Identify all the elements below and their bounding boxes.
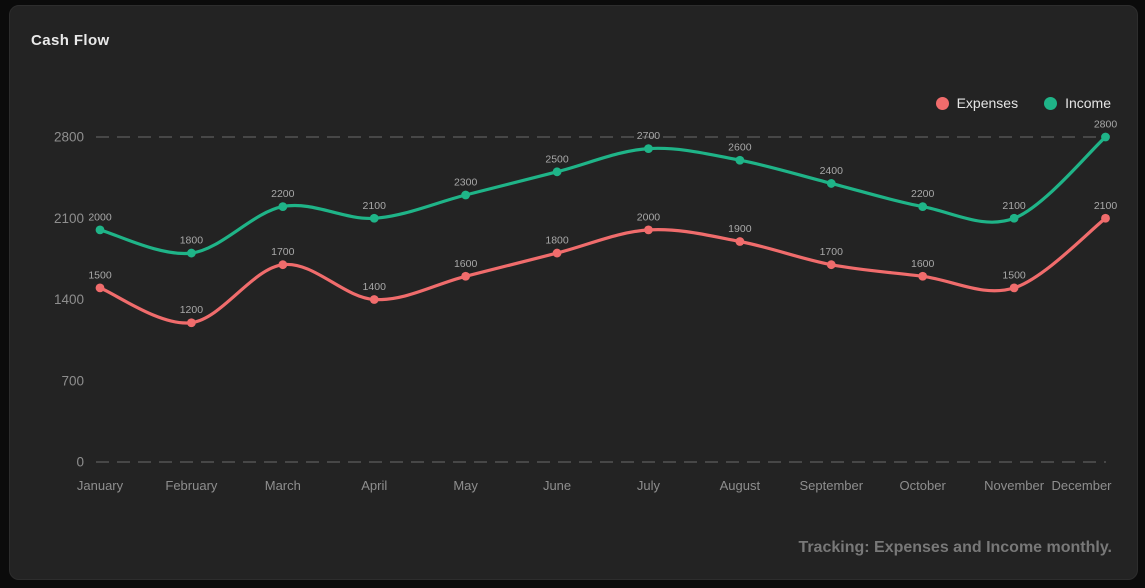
point-label-income: 2200 [911,188,935,200]
point-label-expenses: 1700 [271,246,295,258]
y-tick-label: 1400 [54,292,84,307]
data-point-income-april[interactable] [369,213,379,223]
x-tick-label-february: February [165,478,218,493]
point-label-income: 2600 [728,142,752,154]
data-point-income-january[interactable] [95,225,105,235]
point-label-expenses: 1600 [911,258,935,270]
expenses-legend-dot-icon [935,96,949,110]
point-label-expenses: 2000 [637,211,661,223]
x-tick-label-july: July [637,478,661,493]
x-tick-label-august: August [720,478,761,493]
point-label-income: 2000 [88,211,112,223]
point-label-income: 2500 [545,153,569,165]
data-point-expenses-august[interactable] [735,237,745,246]
x-tick-label-october: October [900,478,947,493]
legend-item-expenses[interactable]: Expenses [935,95,1019,111]
point-label-income: 2700 [637,130,661,142]
data-point-expenses-march[interactable] [278,260,288,270]
series-line-income [98,135,1108,256]
y-tick-label: 2800 [54,130,84,145]
point-label-income: 2200 [271,188,295,200]
data-point-income-may[interactable] [461,190,471,200]
data-point-income-november[interactable] [1009,213,1019,223]
point-label-expenses: 1800 [545,235,569,247]
data-point-expenses-july[interactable] [644,225,653,235]
y-tick-label: 0 [76,455,84,470]
chart-title: Cash Flow [31,32,110,49]
legend-label-income: Income [1065,95,1111,111]
x-tick-label-june: June [543,478,571,493]
point-label-expenses: 1500 [1002,269,1026,281]
x-tick-label-march: March [265,478,301,493]
point-label-income: 1800 [180,235,204,247]
data-point-expenses-december[interactable] [1101,213,1110,223]
x-tick-label-april: April [361,478,387,493]
data-point-expenses-june[interactable] [552,248,562,258]
data-point-income-february[interactable] [187,248,196,258]
x-tick-label-may: May [453,478,478,493]
y-tick-label: 700 [61,373,84,388]
point-label-income: 2100 [363,200,387,212]
point-label-expenses: 2100 [1094,200,1118,212]
income-legend-dot-icon [1044,96,1058,110]
series-line-expenses [98,216,1108,325]
y-tick-label: 2100 [54,211,84,226]
point-label-income: 2400 [820,165,844,177]
point-label-expenses: 1500 [88,269,112,281]
chart-footnote: Tracking: Expenses and Income monthly. [798,539,1112,556]
chart-legend: Expenses Income [935,95,1111,111]
legend-label-expenses: Expenses [956,95,1019,111]
x-tick-label-january: January [77,478,124,493]
point-label-income: 2300 [454,177,478,189]
point-label-expenses: 1400 [363,281,387,293]
point-label-income: 2800 [1094,119,1118,131]
data-point-expenses-january[interactable] [95,283,105,293]
point-label-expenses: 1700 [820,246,844,258]
data-point-expenses-november[interactable] [1009,283,1019,293]
data-point-income-march[interactable] [278,202,288,212]
point-label-expenses: 1200 [180,304,204,316]
data-point-expenses-february[interactable] [187,318,196,328]
data-point-income-october[interactable] [918,202,928,212]
point-label-expenses: 1900 [728,223,752,235]
x-tick-label-december: December [1052,478,1113,493]
data-point-income-august[interactable] [735,155,745,165]
data-point-income-july[interactable] [644,144,653,154]
point-label-income: 2100 [1002,200,1026,212]
data-point-expenses-september[interactable] [826,260,836,270]
x-tick-label-september: September [799,478,863,493]
data-point-income-december[interactable] [1101,132,1110,142]
legend-item-income[interactable]: Income [1044,95,1111,111]
data-point-expenses-may[interactable] [461,271,471,281]
data-point-income-june[interactable] [552,167,562,177]
data-point-expenses-april[interactable] [369,295,379,304]
point-label-expenses: 1600 [454,258,478,270]
data-point-income-september[interactable] [826,179,836,188]
x-tick-label-november: November [984,478,1045,493]
data-point-expenses-october[interactable] [918,271,928,281]
cash-flow-card [9,5,1138,580]
